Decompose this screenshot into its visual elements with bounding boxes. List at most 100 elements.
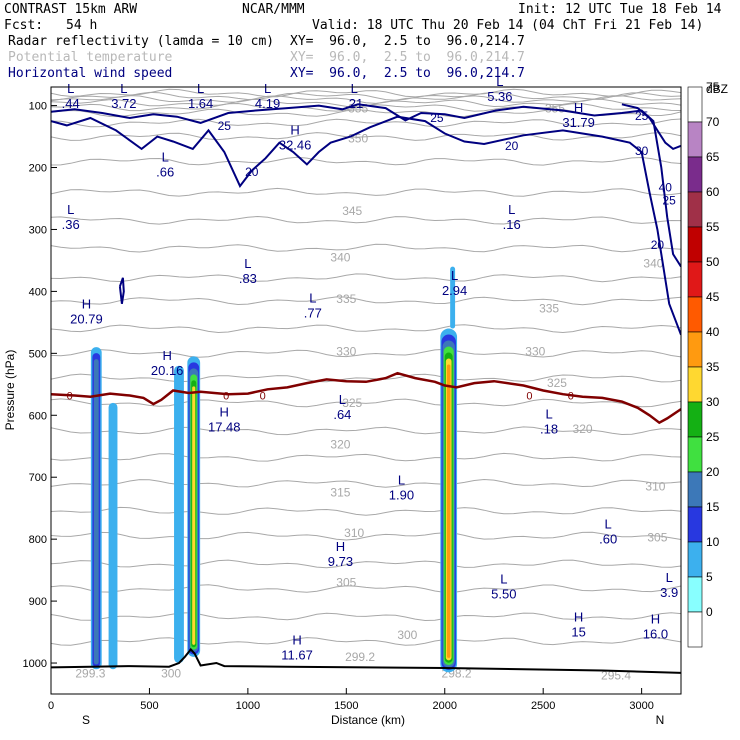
y-tick-label: 200: [29, 163, 47, 175]
y-tick-label: 300: [29, 224, 47, 236]
extremum-value: 4.19: [255, 96, 280, 111]
colorbar-level-label: 10: [706, 535, 720, 549]
field-xy-reflectivity: XY= 96.0, 2.5 to 96.0,214.7: [290, 34, 525, 49]
x-tick-label: 500: [140, 700, 158, 712]
x-tick-label: 2500: [531, 700, 555, 712]
theta-label: 299.3: [75, 667, 105, 681]
reflectivity-cell: [450, 266, 456, 329]
colorbar-swatch: [687, 471, 703, 508]
colorbar-swatch: [687, 191, 703, 228]
reflectivity-cell: [93, 359, 99, 665]
plot-frame: [50, 86, 682, 695]
x-axis-label: Distance (km): [331, 713, 405, 727]
y-tick-label: 1000: [23, 658, 47, 670]
extremum-value: .77: [304, 306, 322, 321]
x-end-label-north: N: [656, 713, 665, 727]
colorbar-level-label: 65: [706, 150, 720, 164]
field-name-theta: Potential temperature: [8, 50, 173, 65]
extremum-mark: H: [574, 610, 583, 625]
extremum-value: 3.72: [111, 96, 136, 111]
theta-contour: [51, 398, 681, 408]
theta-label: 305: [647, 530, 667, 544]
colorbar-unit: dBZ: [706, 82, 728, 96]
extremum-mark: H: [220, 405, 229, 420]
init-time: Init: 12 UTC Tue 18 Feb 14: [518, 2, 722, 17]
extremum-mark: L: [545, 406, 552, 421]
forecast-hour: 54 h: [66, 18, 98, 33]
y-axis-label: Pressure (hPa): [3, 350, 17, 431]
extremum-value: .60: [599, 532, 617, 547]
theta-label: 320: [330, 437, 350, 451]
y-tick-label: 500: [29, 348, 47, 360]
field-name-wind: Horizontal wind speed: [8, 66, 173, 81]
colorbar-level-label: 60: [706, 185, 720, 199]
field-name-reflectivity: Radar reflectivity (lamda = 10 cm): [8, 34, 275, 49]
y-tick-label: 600: [29, 410, 47, 422]
colorbar-swatch: [687, 436, 703, 473]
theta-contour: [51, 426, 681, 436]
theta-label: 330: [525, 344, 545, 358]
extremum-mark: H: [290, 123, 299, 138]
theta-contour: [51, 324, 681, 334]
wind-label: 20: [505, 139, 519, 153]
extremum-mark: L: [197, 81, 204, 96]
extremum-value: 15: [571, 625, 585, 640]
extremum-mark: L: [451, 268, 458, 283]
extremum-value: 32.46: [279, 138, 312, 153]
freezing-label: 0: [526, 390, 532, 402]
theta-contour: [51, 584, 681, 593]
freezing-label: 0: [568, 390, 574, 402]
wind-contour-20: [51, 115, 681, 336]
model-title: CONTRAST 15km ARW: [4, 2, 138, 17]
theta-contour: [51, 243, 681, 253]
colorbar-level-label: 30: [706, 395, 720, 409]
reflectivity-cell: [108, 402, 118, 670]
forecast-label: Fcst:: [4, 18, 44, 33]
theta-contour: [51, 452, 681, 462]
theta-contour: [51, 531, 681, 541]
colorbar-swatch: [687, 156, 703, 193]
theta-label: 335: [336, 292, 356, 306]
colorbar-level-label: 15: [706, 500, 720, 514]
terrain-line: [51, 647, 681, 674]
wind-contour-30: [621, 103, 681, 151]
wind-label: 20: [245, 165, 259, 179]
colorbar-swatch: [687, 226, 703, 263]
theta-label: 300: [161, 667, 181, 681]
theta-contour: [51, 156, 681, 166]
colorbar-level-label: 70: [706, 115, 720, 129]
theta-contour: [51, 559, 681, 569]
theta-label: 325: [342, 396, 362, 410]
extremum-mark: L: [508, 202, 515, 217]
extremum-mark: L: [120, 81, 127, 96]
theta-contour: [51, 478, 681, 488]
wind-label: 25: [663, 193, 677, 207]
theta-contour: [51, 506, 681, 516]
wind-label: 25: [635, 109, 649, 123]
extremum-mark: H: [82, 297, 91, 312]
colorbar-swatch: [687, 121, 703, 158]
colorbar-swatch: [687, 576, 703, 613]
colorbar-swatch: [687, 541, 703, 578]
theta-label: 325: [547, 376, 567, 390]
extremum-mark: L: [264, 81, 271, 96]
theta-contour: [51, 187, 681, 197]
y-tick-label: 400: [29, 286, 47, 298]
x-tick-label: 1500: [334, 700, 358, 712]
extremum-mark: L: [244, 256, 251, 271]
theta-contour: [51, 132, 681, 141]
theta-contour: [51, 296, 681, 306]
wind-label: 30: [635, 144, 649, 158]
y-tick-label: 100: [29, 101, 47, 113]
extremum-value: .21: [345, 96, 363, 111]
theta-contour: [51, 215, 681, 225]
colorbar-level-label: 5: [706, 570, 713, 584]
colorbar-level-label: 75: [706, 80, 720, 94]
extremum-mark: L: [67, 202, 74, 217]
colorbar-level-label: 40: [706, 325, 720, 339]
colorbar-level-label: 35: [706, 360, 720, 374]
freezing-label: 0: [260, 390, 266, 402]
theta-label: 320: [573, 422, 593, 436]
extremum-value: 3.9: [660, 585, 678, 600]
theta-label: 300: [397, 628, 417, 642]
